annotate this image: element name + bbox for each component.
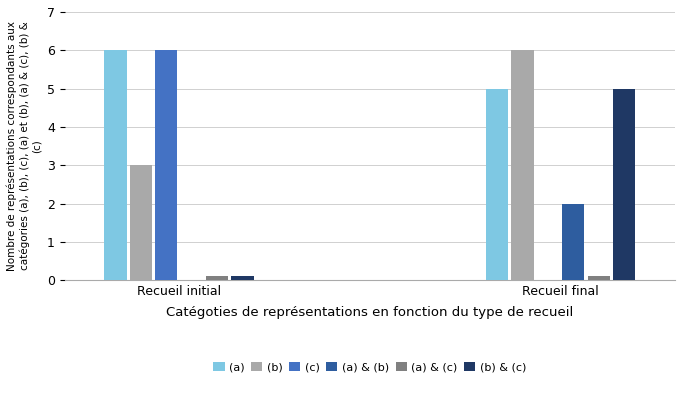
Bar [588,275,610,280]
Bar [231,275,254,280]
Legend: (a), (b), (c), (a) & (b), (a) & (c), (b) & (c): (a), (b), (c), (a) & (b), (a) & (c), (b)… [209,357,531,377]
Bar [130,165,152,280]
X-axis label: Catégoties de représentations en fonction du type de recueil: Catégoties de représentations en fonctio… [166,306,574,319]
Bar [486,89,508,280]
Bar [562,203,584,280]
Bar [206,275,228,280]
Bar [155,50,177,280]
Bar [104,50,127,280]
Bar [512,50,533,280]
Y-axis label: Nombre de représentations correspondants aux
catégories (a), (b), (c), (a) et (b: Nombre de représentations correspondants… [7,21,41,271]
Bar [613,89,636,280]
